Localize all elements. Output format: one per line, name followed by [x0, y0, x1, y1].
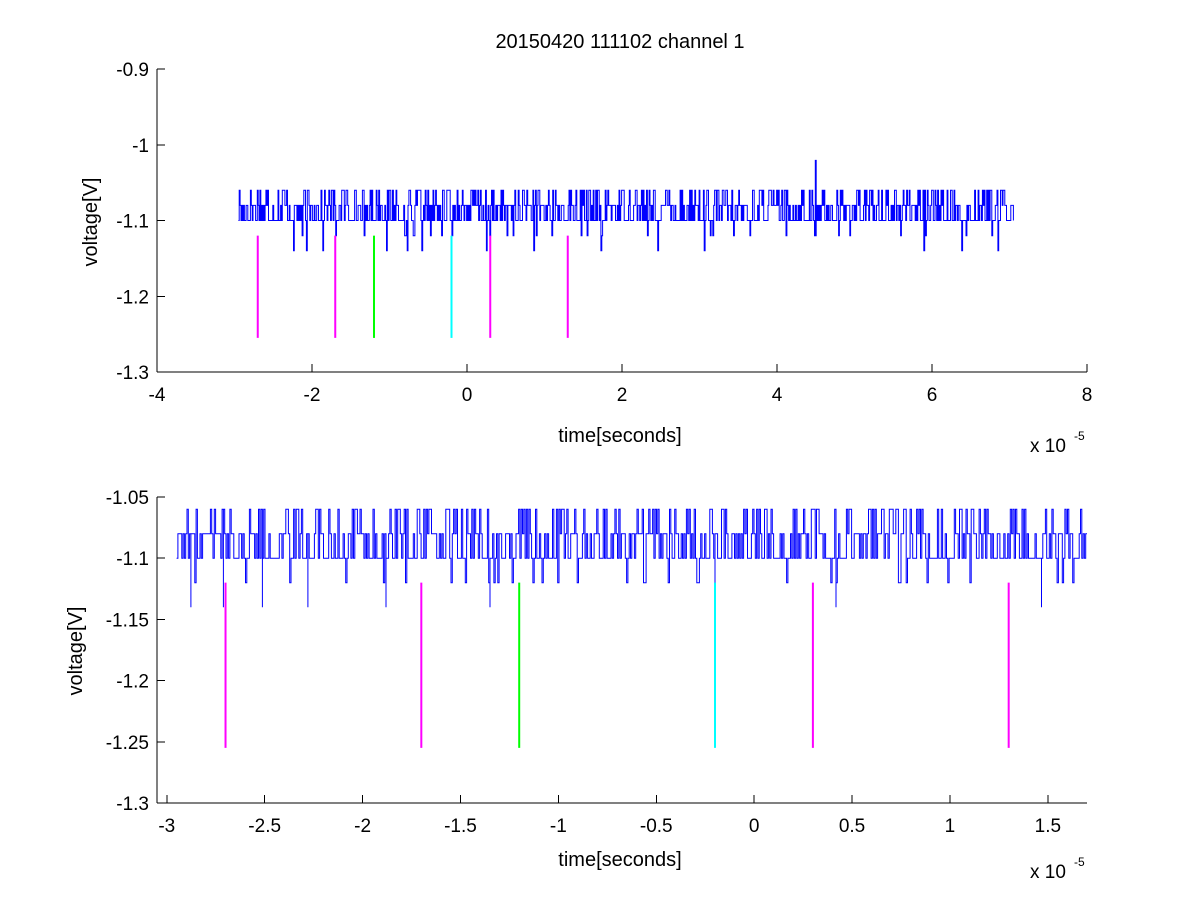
- x-tick-label: -2: [354, 816, 371, 837]
- x-tick-label: 4: [772, 385, 783, 406]
- x-tick-label: 1: [945, 816, 956, 837]
- x-tick-label: -4: [149, 385, 166, 406]
- x-tick-label: -1.5: [444, 816, 477, 837]
- x-tick-label: -2: [304, 385, 321, 406]
- bottom-plot-area: [176, 508, 1087, 748]
- y-tick-label: -1.1: [116, 549, 149, 570]
- top-plot-area: [238, 159, 1014, 338]
- x-tick-label: -0.5: [640, 816, 673, 837]
- top-x-multiplier-exponent: -5: [1074, 429, 1085, 443]
- x-tick-label: 0: [462, 385, 473, 406]
- bottom-subplot: -3 -2.5 -2 -1.5 -1 -0.5 0 0.5 1 1.5 -1.05 -1.1 -1.15…: [65, 488, 1087, 883]
- x-tick-label: 8: [1082, 385, 1093, 406]
- bottom-axes: -3 -2.5 -2 -1.5 -1 -0.5 0 0.5 1 1.5 -1.05 -1.1 -1.15…: [106, 488, 1087, 837]
- y-tick-label: -0.9: [116, 60, 149, 81]
- bottom-x-multiplier: x 10: [1030, 862, 1066, 883]
- signal-series-line: [176, 508, 1087, 608]
- top-axes: -4 -2 0 2 4 6 8 -0.9 -1 -1.1 -1.2 -1.3: [116, 60, 1092, 406]
- top-y-axis-label: voltage[V]: [80, 178, 102, 267]
- y-tick-label: -1.3: [116, 363, 149, 384]
- bottom-x-multiplier-exponent: -5: [1074, 855, 1085, 869]
- y-tick-label: -1.1: [116, 212, 149, 233]
- y-tick-label: -1.2: [116, 287, 149, 308]
- x-tick-label: 2: [617, 385, 628, 406]
- top-subplot: 20150420 111102 channel 1 -4 -2 0 2 4 6 8-0.9-…: [80, 31, 1092, 457]
- bottom-x-axis-label: time[seconds]: [558, 849, 681, 871]
- x-tick-label: -3: [158, 816, 175, 837]
- y-tick-label: -1.2: [116, 672, 149, 693]
- y-tick-label: -1.3: [116, 794, 149, 815]
- y-tick-label: -1: [132, 136, 149, 157]
- x-tick-label: -1: [550, 816, 567, 837]
- y-tick-label: -1.25: [106, 733, 149, 754]
- y-tick-label: -1.05: [106, 488, 149, 509]
- signal-series-line: [238, 159, 1014, 252]
- x-tick-label: 0: [749, 816, 760, 837]
- chart-title: 20150420 111102 channel 1: [495, 31, 744, 53]
- x-tick-label: 0.5: [839, 816, 865, 837]
- y-tick-label: -1.15: [106, 610, 149, 631]
- top-x-multiplier: x 10: [1030, 436, 1066, 457]
- x-tick-label: -2.5: [248, 816, 281, 837]
- x-tick-label: 1.5: [1035, 816, 1061, 837]
- x-tick-label: 6: [927, 385, 938, 406]
- top-x-axis-label: time[seconds]: [558, 425, 681, 447]
- bottom-y-axis-label: voltage[V]: [65, 607, 87, 696]
